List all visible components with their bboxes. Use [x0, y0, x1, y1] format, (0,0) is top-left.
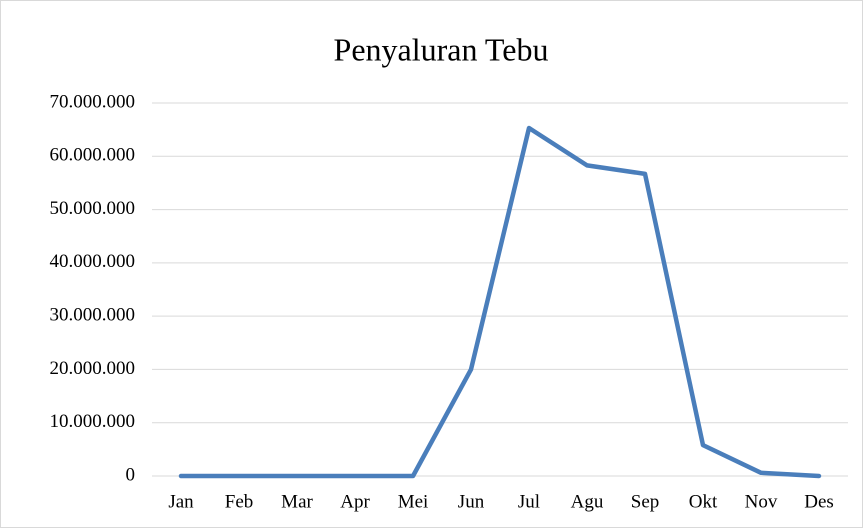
- x-tick-label: Mei: [398, 491, 429, 512]
- y-tick-label: 60.000.000: [50, 145, 136, 166]
- y-tick-label: 50.000.000: [50, 198, 136, 219]
- x-tick-label: Des: [804, 491, 834, 512]
- data-line: [178, 125, 822, 479]
- x-tick-label: Okt: [689, 491, 718, 512]
- x-tick-label: Jan: [168, 491, 194, 512]
- x-tick-label: Agu: [571, 491, 604, 512]
- x-tick-label: Jun: [458, 491, 485, 512]
- y-tick-label: 70.000.000: [50, 91, 136, 112]
- y-tick-label: 0: [126, 464, 136, 485]
- x-tick-label: Apr: [340, 491, 370, 512]
- x-tick-label: Jul: [518, 491, 540, 512]
- y-tick-label: 40.000.000: [50, 251, 136, 272]
- x-tick-label: Sep: [631, 491, 660, 512]
- x-tick-label: Feb: [225, 491, 254, 512]
- chart-title: Penyaluran Tebu: [334, 31, 549, 67]
- y-tick-label: 20.000.000: [50, 358, 136, 379]
- x-tick-label: Mar: [281, 491, 313, 512]
- y-tick-label: 30.000.000: [50, 305, 136, 326]
- y-tick-label: 10.000.000: [50, 411, 136, 432]
- x-tick-label: Nov: [745, 491, 778, 512]
